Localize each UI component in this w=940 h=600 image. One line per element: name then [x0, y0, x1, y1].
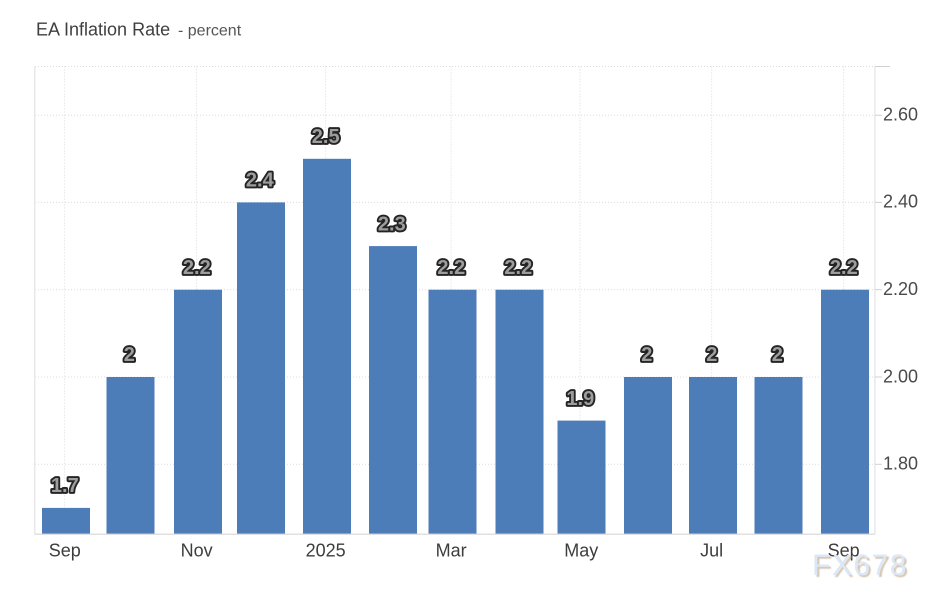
svg-text:Jul: Jul: [700, 541, 723, 561]
svg-text:- percent: - percent: [178, 23, 242, 40]
svg-text:Nov: Nov: [181, 541, 213, 561]
svg-text:2.40: 2.40: [883, 192, 918, 212]
svg-text:2: 2: [641, 344, 652, 366]
svg-text:Sep: Sep: [49, 541, 81, 561]
svg-text:2: 2: [706, 344, 717, 366]
svg-text:2: 2: [772, 344, 783, 366]
svg-text:Mar: Mar: [436, 541, 467, 561]
svg-text:2.2: 2.2: [504, 257, 532, 279]
svg-text:2.2: 2.2: [830, 257, 858, 279]
svg-text:2.60: 2.60: [883, 105, 918, 125]
svg-text:FX678: FX678: [812, 549, 908, 582]
svg-text:Sep: Sep: [828, 541, 860, 561]
svg-text:EA Inflation Rate: EA Inflation Rate: [36, 20, 170, 40]
svg-text:2.2: 2.2: [183, 257, 211, 279]
svg-text:1.80: 1.80: [883, 454, 918, 474]
svg-text:FX678: FX678: [814, 551, 910, 584]
svg-text:1.9: 1.9: [566, 388, 594, 410]
svg-text:2.00: 2.00: [883, 366, 918, 386]
svg-text:2025: 2025: [306, 541, 346, 561]
svg-text:1.7: 1.7: [51, 475, 79, 497]
svg-text:2.3: 2.3: [378, 213, 406, 235]
svg-text:2.4: 2.4: [246, 170, 275, 192]
svg-text:May: May: [564, 541, 598, 561]
svg-text:2.2: 2.2: [437, 257, 465, 279]
svg-text:2.5: 2.5: [312, 126, 340, 148]
svg-text:2.20: 2.20: [883, 279, 918, 299]
svg-text:2: 2: [124, 344, 135, 366]
